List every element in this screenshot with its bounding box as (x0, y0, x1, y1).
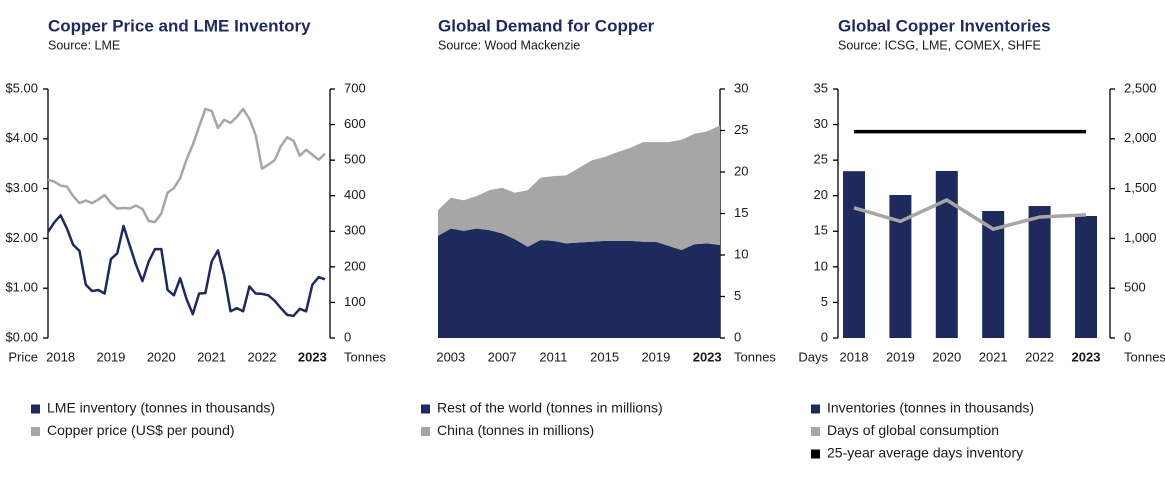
y-tick-label: $4.00 (5, 130, 38, 145)
x-tick-label: 2018 (840, 349, 869, 364)
y2-tick-label: 0 (1124, 329, 1131, 344)
x-tick-label: 2019 (96, 349, 125, 364)
y2-tick-label: 1,000 (1124, 230, 1157, 245)
x-tick-label: 2003 (436, 349, 465, 364)
x-tick-label: 2022 (1025, 349, 1054, 364)
x-tick-label: 2023 (298, 349, 327, 364)
y2-tick-label: 10 (734, 246, 748, 261)
x-tick-label: 2019 (641, 349, 670, 364)
y2-tick-label: 1,500 (1124, 180, 1157, 195)
y2-tick-label: 700 (344, 80, 366, 95)
y-tick-label: 30 (814, 116, 828, 131)
x-tick-label: 2015 (590, 349, 619, 364)
chart-title: Copper Price and LME Inventory (48, 16, 311, 35)
x-tick-label: 2020 (147, 349, 176, 364)
chart-subtitle: Source: ICSG, LME, COMEX, SHFE (838, 38, 1041, 52)
series-area (438, 228, 720, 338)
x-tick-label: 2023 (693, 349, 722, 364)
chart-subtitle: Source: Wood Mackenzie (438, 38, 580, 52)
y-tick-label: 10 (814, 258, 828, 273)
y2-tick-label: 5 (734, 288, 741, 303)
y-tick-label: 0 (821, 329, 828, 344)
legend-swatch (811, 449, 820, 459)
y-axis-label: Days (798, 349, 828, 364)
x-tick-label: 2022 (248, 349, 277, 364)
x-tick-label: 2021 (197, 349, 226, 364)
series-line (47, 107, 326, 224)
y2-tick-label: 100 (344, 294, 366, 309)
x-tick-label: 2011 (539, 349, 567, 364)
y2-tick-label: 0 (344, 329, 351, 344)
legend-swatch (811, 427, 820, 436)
y2-tick-label: 2,000 (1124, 130, 1157, 145)
series-line (46, 214, 326, 318)
y2-tick-label: 30 (734, 80, 748, 95)
y2-tick-label: 300 (344, 223, 366, 238)
y-tick-label: 25 (814, 152, 828, 167)
x-tick-label: 2007 (488, 349, 517, 364)
chart-title: Global Demand for Copper (438, 16, 655, 35)
y-tick-label: $5.00 (5, 80, 38, 95)
y2-axis-label: Tonnes (344, 349, 386, 364)
bar (1075, 215, 1097, 338)
series-area (438, 125, 720, 251)
y2-axis-label: Tonnes (734, 349, 776, 364)
legend-swatch (421, 404, 430, 414)
y-tick-label: $1.00 (5, 280, 38, 295)
y2-tick-label: 500 (1124, 280, 1146, 295)
y-tick-label: $3.00 (5, 180, 38, 195)
legend-label: Days of global consumption (827, 422, 999, 438)
bar (935, 170, 958, 338)
legend-label: Copper price (US$ per pound) (47, 422, 235, 438)
legend-label: LME inventory (tonnes in thousands) (47, 400, 275, 416)
y-tick-label: 20 (814, 187, 828, 202)
series-line (853, 198, 1087, 231)
y-tick-label: 35 (814, 80, 828, 95)
bar (889, 194, 912, 338)
legend-swatch (811, 404, 820, 414)
x-tick-label: 2019 (886, 349, 915, 364)
legend-swatch (421, 427, 430, 436)
y2-tick-label: 600 (344, 116, 366, 131)
legend-label: Inventories (tonnes in thousands) (827, 400, 1034, 416)
y2-tick-label: 20 (734, 163, 748, 178)
y2-tick-label: 400 (344, 187, 366, 202)
bar (1028, 206, 1051, 338)
y2-tick-label: 500 (344, 152, 366, 167)
y2-tick-label: 15 (734, 205, 748, 220)
x-tick-label: 2018 (46, 349, 75, 364)
bar (843, 171, 865, 338)
legend-label: China (tonnes in millions) (437, 422, 594, 438)
y-tick-label: $0.00 (5, 329, 38, 344)
y-axis-label: Price (8, 349, 38, 364)
x-tick-label: 2023 (1072, 349, 1101, 364)
legend-label: 25-year average days inventory (827, 445, 1023, 461)
legend-swatch (31, 427, 40, 436)
y2-tick-label: 2,500 (1124, 80, 1157, 95)
bar (982, 211, 1005, 338)
legend-label: Rest of the world (tonnes in millions) (437, 400, 663, 416)
y-tick-label: 5 (821, 294, 828, 309)
y-tick-label: 15 (814, 223, 828, 238)
y2-tick-label: 200 (344, 258, 366, 273)
chart-subtitle: Source: LME (48, 38, 120, 52)
chart-title: Global Copper Inventories (838, 16, 1051, 35)
x-tick-label: 2020 (932, 349, 961, 364)
y2-tick-label: 25 (734, 122, 748, 137)
legend-swatch (31, 404, 40, 414)
x-tick-label: 2021 (979, 349, 1008, 364)
y2-axis-label: Tonnes (1124, 349, 1165, 364)
y-tick-label: $2.00 (5, 230, 38, 245)
y2-tick-label: 0 (734, 329, 741, 344)
